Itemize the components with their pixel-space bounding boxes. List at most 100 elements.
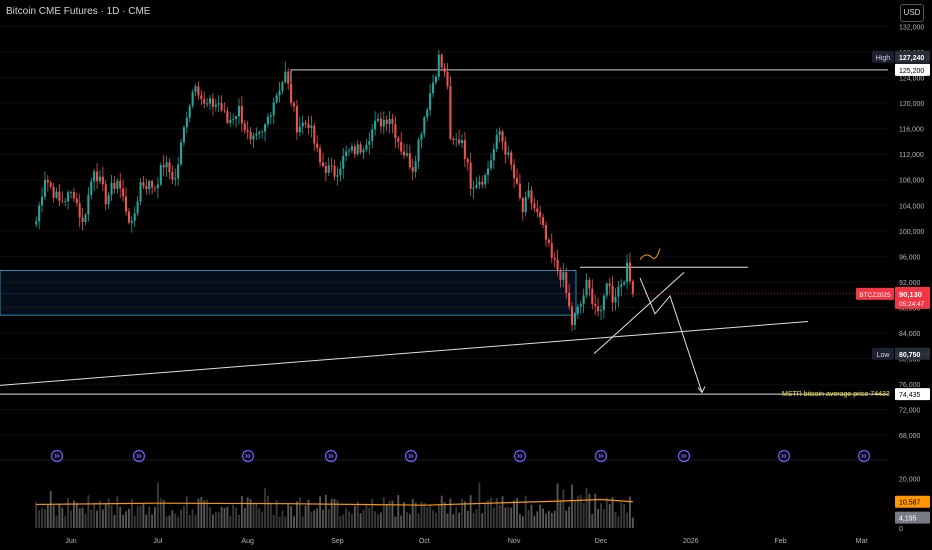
volume-bar xyxy=(281,510,284,528)
time-tick-label: 2026 xyxy=(683,538,699,545)
candle-body xyxy=(261,131,264,133)
volume-bar xyxy=(611,496,614,528)
volume-bar xyxy=(127,508,130,528)
candle-body xyxy=(110,182,113,195)
event-markers xyxy=(50,449,871,463)
candle-body xyxy=(374,120,377,130)
volume-bar xyxy=(368,507,371,528)
volume-bar xyxy=(391,500,394,528)
price-tick-label: 104,000 xyxy=(899,203,924,210)
candle-body xyxy=(243,123,246,131)
candle-body xyxy=(530,190,533,204)
candle-body xyxy=(278,91,281,96)
volume-bar xyxy=(478,482,481,528)
candle-body xyxy=(35,221,38,225)
candle-body xyxy=(602,295,605,311)
volume-bar xyxy=(319,496,321,528)
volume-ma-badge: 10,587 xyxy=(895,495,930,508)
volume-bar xyxy=(249,499,252,528)
event-icon xyxy=(857,449,871,463)
candle-body xyxy=(162,165,165,168)
candle-body xyxy=(298,126,301,133)
volume-bar xyxy=(223,507,226,528)
volume-bar xyxy=(61,507,64,528)
volume-bar xyxy=(293,516,295,528)
candle-body xyxy=(226,111,229,123)
candle-body xyxy=(188,105,191,118)
candle-body xyxy=(194,86,197,93)
volume-bar xyxy=(238,514,240,528)
candle-body xyxy=(379,118,382,127)
volume-bar xyxy=(113,514,116,528)
candle-body xyxy=(217,103,220,105)
candle-body xyxy=(400,141,403,152)
volume-bar xyxy=(313,510,316,528)
candle-body xyxy=(605,283,608,296)
candle-body xyxy=(171,172,174,180)
volume-last-badge-bg xyxy=(895,511,930,524)
candle-body xyxy=(573,313,576,325)
price-tick-label: 132,000 xyxy=(899,24,924,31)
volume-bar xyxy=(104,504,107,528)
candle-body xyxy=(49,182,52,187)
candle-body xyxy=(426,109,429,118)
candle-body xyxy=(414,161,417,172)
volume-bar xyxy=(536,511,539,528)
event-icon xyxy=(777,449,791,463)
candle-body xyxy=(145,185,148,190)
volume-bar xyxy=(165,516,168,528)
time-tick-label: Nov xyxy=(508,538,521,545)
candle-body xyxy=(168,162,171,173)
candle-body xyxy=(310,125,313,128)
volume-bar xyxy=(183,505,185,528)
volume-bar xyxy=(527,509,530,528)
candle-body xyxy=(431,82,435,94)
volume-bar xyxy=(99,501,101,528)
currency-button[interactable]: USD xyxy=(900,4,924,22)
candle-body xyxy=(237,106,241,117)
candle-body xyxy=(191,92,194,106)
volume-bar xyxy=(475,509,478,528)
volume-bar xyxy=(336,500,339,528)
volume-bar xyxy=(136,506,139,528)
volume-bar xyxy=(574,501,576,528)
high-badge: High xyxy=(872,50,894,63)
candle-body xyxy=(463,140,466,160)
candle-body xyxy=(536,208,539,212)
candle-body xyxy=(127,211,130,223)
event-icon-chevrons xyxy=(328,453,334,459)
volume-bar xyxy=(579,494,582,528)
mstr-value-badge-bg xyxy=(895,388,930,401)
volume-bar xyxy=(96,510,98,528)
candle-body xyxy=(405,153,408,156)
candle-body xyxy=(437,54,440,77)
candle-body xyxy=(122,188,125,197)
candle-body xyxy=(107,194,110,205)
volume-bar xyxy=(122,514,125,528)
volume-bar xyxy=(432,510,434,528)
resistance-value-badge: 125,200 xyxy=(895,63,930,76)
candle-body xyxy=(565,272,568,293)
time-axis[interactable]: Jun Jul Aug Sep Oct Nov Dec 2026 Feb Mar xyxy=(65,538,868,545)
candle-body xyxy=(113,182,116,189)
volume-bar xyxy=(93,503,96,528)
candle-body xyxy=(611,285,614,303)
candle-body xyxy=(133,213,136,221)
candle-body xyxy=(492,149,495,161)
candle-body xyxy=(429,93,432,110)
candle-body xyxy=(579,304,582,307)
volume-bar xyxy=(629,496,631,528)
low-value-badge: 80,750 xyxy=(895,347,930,360)
volume-bar xyxy=(379,512,382,528)
event-icon-chevrons xyxy=(681,453,687,459)
candle-body xyxy=(423,117,426,135)
candle-body xyxy=(246,130,249,133)
volume-bar xyxy=(261,511,264,528)
volume-bar xyxy=(180,509,182,528)
mstr-value-badge-text: 74,435 xyxy=(899,392,921,399)
candle-body xyxy=(507,152,510,155)
volume-bar xyxy=(623,503,626,528)
volume-bar xyxy=(356,501,359,528)
volume-bar xyxy=(568,506,571,528)
